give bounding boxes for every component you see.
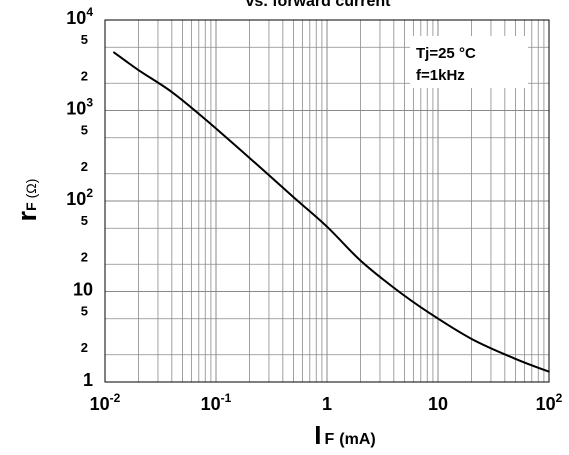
x-tick-exponent: -1 <box>221 391 232 405</box>
y-tick-label: 5 <box>81 213 88 228</box>
curve-point <box>292 196 295 199</box>
x-tick-base: 10 <box>536 394 556 414</box>
y-tick-label: 2 <box>81 249 88 264</box>
y-tick-base: 5 <box>81 123 88 138</box>
y-axis-label-sub: F <box>23 202 39 211</box>
curve-point <box>393 286 395 289</box>
curve-point <box>171 91 173 93</box>
x-tick-labels: 10-2 10-1 1 10 102 <box>90 391 563 414</box>
curve-point <box>359 259 362 262</box>
x-tick-label: 10-2 <box>90 391 121 414</box>
y-axis-label-main: r <box>12 210 42 221</box>
y-axis-label: rF (Ω) <box>12 179 42 222</box>
x-axis-label-unit: (mA) <box>339 431 375 448</box>
y-tick-base: 1 <box>83 370 93 390</box>
y-tick-label: 2 <box>81 159 88 174</box>
y-axis-label-unit: (Ω) <box>23 179 39 199</box>
y-tick-base: 2 <box>81 68 88 83</box>
x-tick-label: 1 <box>322 394 332 414</box>
y-tick-base: 10 <box>66 189 86 209</box>
y-tick-label: 10 <box>73 280 93 300</box>
y-tick-base: 5 <box>81 304 88 319</box>
curve-point <box>426 310 429 313</box>
y-tick-label: 5 <box>81 32 88 47</box>
y-tick-base: 2 <box>81 159 88 174</box>
x-tick-label: 102 <box>536 391 563 414</box>
annotation-temperature: Tj=25 °C <box>416 45 476 62</box>
annotation-box <box>410 36 528 88</box>
curve-point <box>248 157 251 159</box>
x-tick-base: 10 <box>428 394 448 414</box>
annotation-frequency: f=1kHz <box>416 67 465 84</box>
y-tick-base: 5 <box>81 32 88 47</box>
rf-curve <box>113 51 550 373</box>
y-tick-base: 2 <box>81 340 88 355</box>
y-tick-label: 2 <box>81 68 88 83</box>
y-tick-base: 5 <box>81 213 88 228</box>
x-axis-label-main: I <box>314 420 321 450</box>
curve-points <box>112 51 550 373</box>
curve-point <box>137 69 140 71</box>
y-tick-label: 102 <box>66 186 93 209</box>
y-tick-label: 103 <box>66 96 93 119</box>
y-tick-exponent: 2 <box>86 186 93 200</box>
y-tick-label: 5 <box>81 123 88 138</box>
curve-point <box>326 225 328 228</box>
y-tick-base: 10 <box>73 280 93 300</box>
x-tick-exponent: -2 <box>110 391 121 405</box>
x-tick-base: 10 <box>90 394 110 414</box>
y-tick-label: 5 <box>81 304 88 319</box>
x-axis-label: I F (mA) <box>314 420 375 450</box>
curve-point <box>548 370 550 373</box>
plot-frame <box>104 19 550 383</box>
x-tick-base: 1 <box>322 394 332 414</box>
y-tick-label: 2 <box>81 340 88 355</box>
x-tick-exponent: 2 <box>556 391 563 405</box>
y-tick-exponent: 4 <box>86 5 93 19</box>
y-tick-label: 1 <box>83 370 93 390</box>
curve-point <box>514 358 517 360</box>
curve-point <box>112 51 115 54</box>
x-tick-label: 10 <box>428 394 448 414</box>
x-tick-base: 10 <box>201 394 221 414</box>
curve-point <box>470 338 473 340</box>
y-tick-exponent: 3 <box>86 96 93 110</box>
y-tick-base: 2 <box>81 249 88 264</box>
curve-point <box>204 118 207 121</box>
y-tick-base: 10 <box>66 99 86 119</box>
y-tick-base: 10 <box>66 8 86 28</box>
y-tick-label: 104 <box>66 5 93 28</box>
x-tick-label: 10-1 <box>201 391 232 414</box>
x-axis-label-sub: F <box>325 431 335 448</box>
svg-text:rF(Ω): rF (Ω) <box>12 179 42 222</box>
chart-title: vs. forward current <box>246 0 392 10</box>
